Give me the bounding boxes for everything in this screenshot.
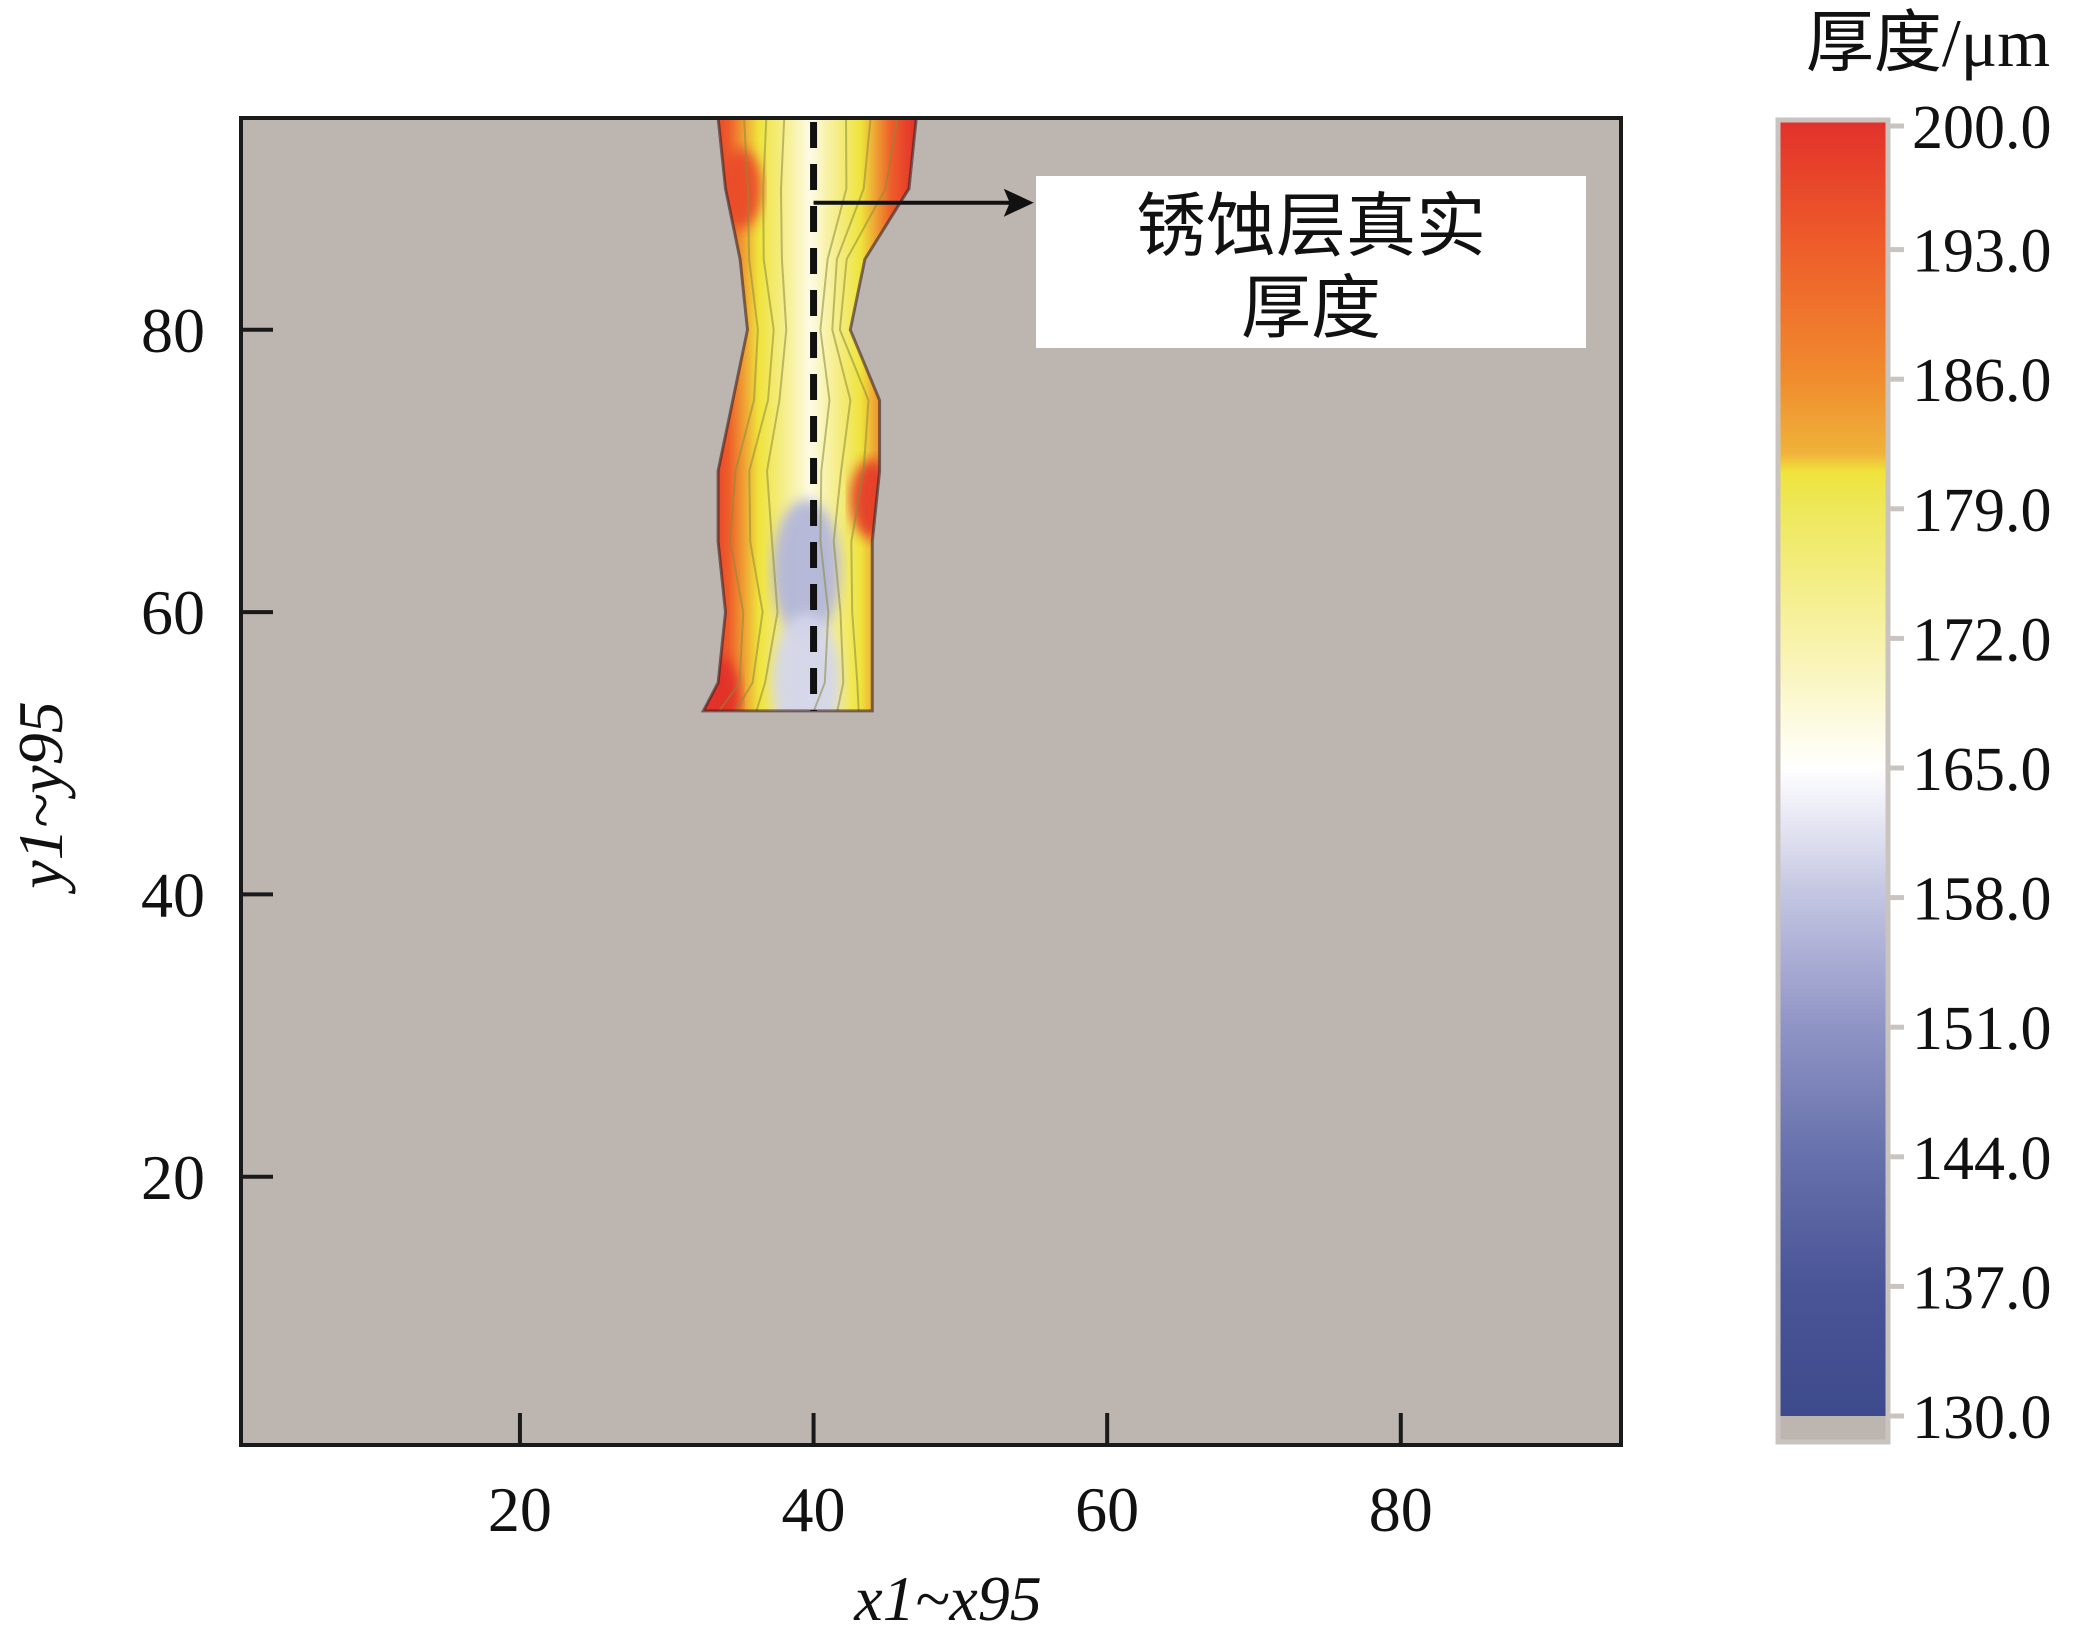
y-axis-label: y1~y95 bbox=[5, 701, 76, 894]
y-axis-ticks: 20 40 60 80 bbox=[141, 295, 273, 1213]
annotation-arrow-head bbox=[1003, 188, 1034, 217]
colorbar-tick-label: 151.0 bbox=[1912, 995, 2052, 1063]
cold-spot bbox=[772, 499, 841, 640]
y-tick-label: 20 bbox=[141, 1142, 205, 1213]
colorbar-title: 厚度/μm bbox=[1806, 5, 2050, 81]
corrosion-region bbox=[700, 118, 918, 713]
colorbar-tick-label: 172.0 bbox=[1912, 606, 2052, 674]
colorbar-tick-label: 130.0 bbox=[1912, 1384, 2052, 1452]
annotation-line-1: 锈蚀层真实 bbox=[1136, 189, 1486, 266]
colorbar-tick-label: 193.0 bbox=[1912, 218, 2052, 286]
y-tick-label: 40 bbox=[141, 859, 205, 930]
annotation-box bbox=[1036, 176, 1586, 348]
colorbar-tick-label: 200.0 bbox=[1912, 94, 2052, 162]
colorbar-tick-label: 179.0 bbox=[1912, 477, 2052, 545]
colorbar-tick-label: 186.0 bbox=[1912, 347, 2052, 415]
x-tick-label: 20 bbox=[488, 1474, 552, 1545]
colorbar-tick-label: 144.0 bbox=[1912, 1125, 2052, 1193]
x-axis-label: x1~x95 bbox=[853, 1563, 1041, 1632]
colorbar-tick-label: 137.0 bbox=[1912, 1254, 2052, 1322]
colorbar-frame bbox=[1775, 117, 1891, 1445]
colorbar-tick-label: 158.0 bbox=[1912, 866, 2052, 934]
x-tick-label: 60 bbox=[1075, 1474, 1139, 1545]
annotation: 锈蚀层真实 厚度 bbox=[813, 176, 1586, 348]
y-tick-label: 60 bbox=[141, 577, 205, 648]
x-axis-ticks: 20 40 60 80 bbox=[488, 1413, 1433, 1545]
plot-frame bbox=[239, 116, 1623, 1447]
colorbar bbox=[1778, 120, 1888, 1416]
colorbar-ticks: 200.0 193.0 186.0 179.0 172.0 165.0 158.0 151.0… bbox=[1888, 94, 2052, 1452]
colorbar-underflow-swatch bbox=[1778, 1416, 1888, 1442]
x-tick-label: 80 bbox=[1369, 1474, 1433, 1545]
x-tick-label: 40 bbox=[782, 1474, 846, 1545]
cold-spot bbox=[772, 612, 841, 711]
annotation-line-2: 厚度 bbox=[1241, 271, 1381, 348]
y-tick-label: 80 bbox=[141, 295, 205, 366]
colorbar-tick-label: 165.0 bbox=[1912, 736, 2052, 804]
